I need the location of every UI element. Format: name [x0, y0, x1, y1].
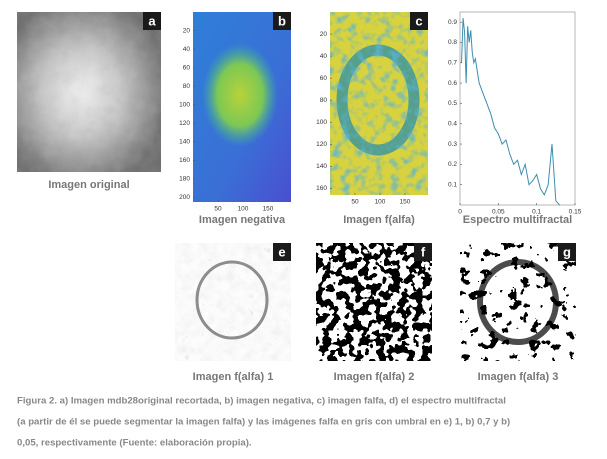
y-tick-label: 40: [320, 53, 328, 60]
image-e: [175, 243, 291, 361]
x-tick-label: 0: [458, 209, 462, 216]
figure-caption: (a partir de él se puede segmentar la im…: [17, 417, 510, 428]
y-tick-label: 40: [183, 46, 191, 53]
y-tick-label: 0.5: [448, 100, 457, 107]
panel-caption: Imagen original: [48, 179, 129, 191]
y-tick-label: 160: [316, 185, 327, 192]
panel-caption: Espectro multifractal: [463, 214, 572, 226]
y-tick-label: 0.9: [448, 19, 457, 26]
x-tick-label: 50: [214, 206, 222, 213]
y-tick-label: 200: [179, 194, 190, 201]
y-tick-label: 140: [179, 138, 190, 145]
y-tick-label: 160: [179, 157, 190, 164]
y-tick-label: 0.7: [448, 60, 457, 67]
x-tick-label: 100: [375, 199, 386, 206]
panel-label-box: [273, 243, 291, 261]
y-tick-label: 120: [316, 141, 327, 148]
y-tick-label: 60: [320, 75, 328, 82]
x-tick-label: 50: [351, 199, 359, 206]
y-tick-label: 60: [183, 64, 191, 71]
x-tick-label: 0.1: [532, 209, 541, 216]
x-tick-label: 150: [263, 206, 274, 213]
panel-caption: Imagen negativa: [199, 214, 286, 226]
panel-label-box: [410, 12, 428, 30]
panel-caption: Imagen f(alfa) 1: [193, 371, 274, 383]
panel-label-box: [273, 12, 291, 30]
panel-letter: c: [415, 13, 422, 28]
y-tick-label: 20: [320, 31, 328, 38]
image-c: [330, 12, 428, 195]
y-tick-label: 80: [183, 83, 191, 90]
image-b: [193, 12, 291, 202]
image-g: [460, 243, 576, 361]
x-tick-label: 100: [238, 206, 249, 213]
image-f: [316, 243, 432, 361]
panel-label-box: [558, 243, 576, 261]
x-tick-label: 0.05: [492, 209, 505, 216]
y-tick-label: 180: [179, 176, 190, 183]
panel-caption: Imagen f(alfa) 2: [334, 371, 415, 383]
y-tick-label: 0.8: [448, 39, 457, 46]
y-tick-label: 0.3: [448, 141, 457, 148]
panel-letter: f: [421, 244, 426, 259]
panel-letter: a: [148, 13, 156, 28]
image-a: [17, 12, 161, 172]
y-tick-label: 0.2: [448, 161, 457, 168]
plot-frame: [459, 11, 576, 206]
y-tick-label: 100: [179, 101, 190, 108]
figure-caption: 0,05, respectivamente (Fuente: elaboraci…: [17, 438, 252, 449]
y-tick-label: 100: [316, 119, 327, 126]
x-tick-label: 150: [400, 199, 411, 206]
panel-caption: Imagen f(alfa): [343, 214, 415, 226]
y-tick-label: 80: [320, 97, 328, 104]
y-tick-label: 0.4: [448, 120, 457, 127]
figure-caption: Figura 2. a) Imagen mdb28original recort…: [17, 396, 506, 407]
y-tick-label: 140: [316, 163, 327, 170]
panel-letter: e: [278, 244, 285, 259]
y-tick-label: 120: [179, 120, 190, 127]
y-tick-label: 20: [183, 27, 191, 34]
y-tick-label: 0.1: [448, 181, 457, 188]
x-tick-label: 0.15: [569, 209, 582, 216]
spectrum-line: [461, 18, 561, 206]
panel-letter: g: [563, 244, 571, 259]
panel-label-box: [143, 12, 161, 30]
panel-letter: b: [278, 13, 286, 28]
y-tick-label: 0.6: [448, 80, 457, 87]
panel-caption: Imagen f(alfa) 3: [478, 371, 559, 383]
panel-label-box: [414, 243, 432, 261]
